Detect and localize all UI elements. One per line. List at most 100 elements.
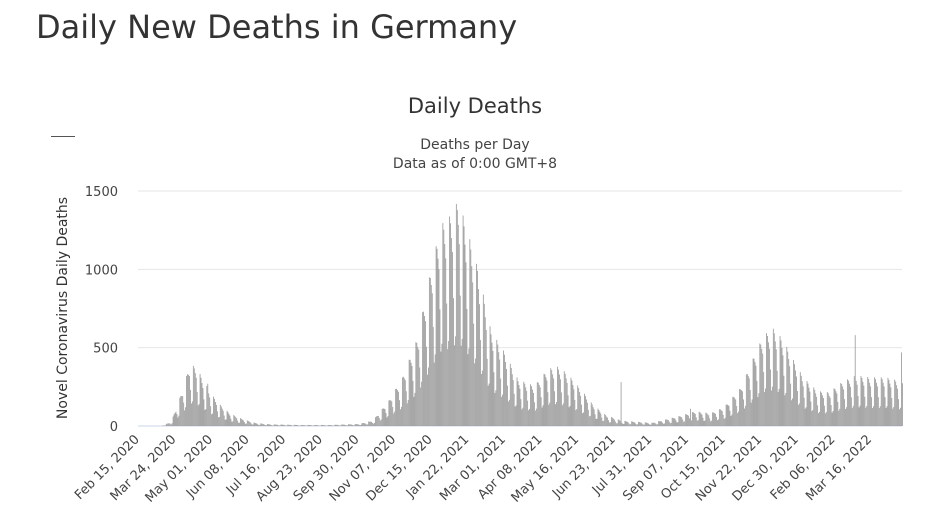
bar[interactable] <box>787 351 789 426</box>
bar[interactable] <box>529 408 530 426</box>
bar[interactable] <box>629 424 631 426</box>
bar[interactable] <box>808 387 810 426</box>
bar[interactable] <box>679 416 681 426</box>
bar[interactable] <box>666 419 668 426</box>
bar[interactable] <box>888 379 890 426</box>
bar[interactable] <box>217 417 219 426</box>
bar[interactable] <box>309 425 311 426</box>
bar[interactable] <box>413 396 415 426</box>
bar[interactable] <box>756 380 758 426</box>
bar[interactable] <box>594 414 596 426</box>
bar[interactable] <box>595 419 597 426</box>
bar[interactable] <box>708 415 710 426</box>
bar[interactable] <box>357 424 359 426</box>
bar[interactable] <box>268 424 269 426</box>
bar[interactable] <box>275 424 277 426</box>
bar[interactable] <box>613 419 615 426</box>
bar[interactable] <box>249 422 251 426</box>
bar[interactable] <box>821 392 822 426</box>
bar[interactable] <box>544 374 546 427</box>
bar[interactable] <box>792 398 793 426</box>
bar[interactable] <box>745 374 747 426</box>
bar[interactable] <box>801 381 803 426</box>
bar[interactable] <box>614 421 616 427</box>
bar[interactable] <box>681 417 683 426</box>
bar[interactable] <box>279 425 281 426</box>
bar[interactable] <box>502 394 503 426</box>
bar[interactable] <box>902 383 903 426</box>
bar[interactable] <box>847 379 848 426</box>
bar[interactable] <box>304 425 306 426</box>
bar[interactable] <box>817 405 819 426</box>
bar[interactable] <box>783 375 785 426</box>
bar[interactable] <box>758 393 760 426</box>
bar[interactable] <box>628 423 630 426</box>
bar[interactable] <box>658 421 660 426</box>
bar[interactable] <box>435 246 437 426</box>
bar[interactable] <box>536 382 538 426</box>
bar[interactable] <box>582 413 583 426</box>
bar[interactable] <box>811 411 813 426</box>
bar[interactable] <box>341 424 343 426</box>
bar[interactable] <box>490 334 492 426</box>
bar[interactable] <box>519 388 521 426</box>
bar[interactable] <box>171 423 173 426</box>
bar[interactable] <box>796 391 798 426</box>
bar[interactable] <box>538 384 540 426</box>
bar[interactable] <box>589 415 591 426</box>
bar[interactable] <box>773 333 775 426</box>
bar[interactable] <box>455 203 457 426</box>
bar[interactable] <box>525 387 527 426</box>
bar[interactable] <box>488 383 490 426</box>
bar[interactable] <box>385 413 387 426</box>
bar[interactable] <box>697 420 699 426</box>
bar[interactable] <box>687 414 688 426</box>
bar[interactable] <box>794 364 795 426</box>
bar[interactable] <box>796 376 797 426</box>
bar[interactable] <box>247 420 249 426</box>
bar[interactable] <box>871 397 872 426</box>
bar[interactable] <box>572 385 574 426</box>
bar[interactable] <box>386 417 388 426</box>
bar[interactable] <box>526 390 528 426</box>
bar[interactable] <box>624 420 626 426</box>
bar[interactable] <box>473 323 475 426</box>
bar[interactable] <box>855 380 857 426</box>
bar[interactable] <box>553 378 555 426</box>
bar[interactable] <box>441 343 443 426</box>
bar[interactable] <box>581 404 582 426</box>
bar[interactable] <box>364 423 366 426</box>
bar[interactable] <box>442 223 444 426</box>
bar[interactable] <box>823 405 825 426</box>
bar[interactable] <box>558 369 559 426</box>
bar[interactable] <box>625 421 627 426</box>
bar[interactable] <box>645 422 647 426</box>
bar[interactable] <box>788 359 790 426</box>
bar[interactable] <box>395 388 397 426</box>
bar[interactable] <box>849 386 851 426</box>
bar[interactable] <box>345 425 346 426</box>
bar[interactable] <box>744 408 745 426</box>
bar[interactable] <box>860 376 862 426</box>
bar[interactable] <box>642 424 644 426</box>
bar[interactable] <box>343 424 345 426</box>
bar[interactable] <box>274 424 276 426</box>
bar[interactable] <box>484 317 486 426</box>
bar[interactable] <box>556 401 557 426</box>
bar[interactable] <box>655 423 657 426</box>
bar[interactable] <box>199 374 201 426</box>
bar[interactable] <box>814 389 816 426</box>
bar[interactable] <box>330 425 332 426</box>
bar[interactable] <box>352 425 354 426</box>
bar[interactable] <box>839 408 841 426</box>
bar[interactable] <box>545 377 547 426</box>
bar[interactable] <box>739 389 740 426</box>
bar[interactable] <box>389 399 391 426</box>
bar[interactable] <box>885 407 887 426</box>
bar[interactable] <box>656 424 658 426</box>
bar[interactable] <box>695 417 697 426</box>
bar[interactable] <box>668 421 670 426</box>
bar[interactable] <box>861 377 863 426</box>
legend-marker[interactable] <box>51 136 75 137</box>
bar[interactable] <box>429 278 431 426</box>
